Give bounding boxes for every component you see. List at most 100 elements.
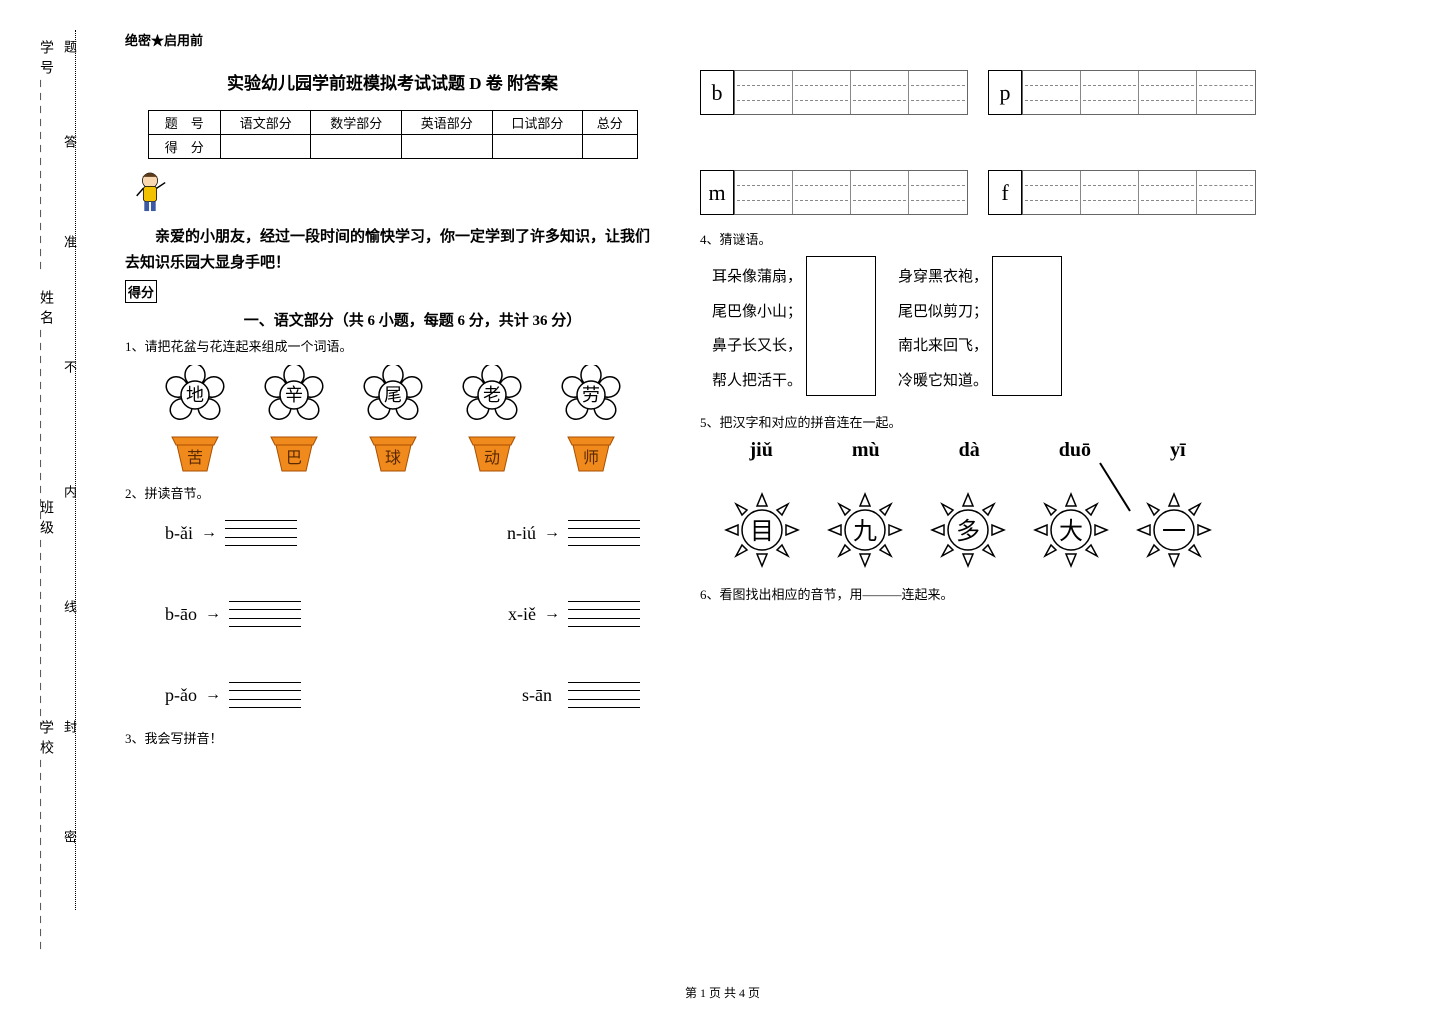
- flower-icon: 地: [165, 365, 225, 425]
- seal-token: 线: [60, 600, 79, 613]
- flower-row: 地 辛 尾 老 劳: [125, 365, 660, 425]
- svg-text:多: 多: [956, 518, 980, 545]
- score-col-header: 数学部分: [311, 111, 402, 135]
- binding-margin: 学号_______________ 姓名_______________ 班级__…: [0, 0, 95, 970]
- flower-icon: 尾: [363, 365, 423, 425]
- question-3: 3、我会写拼音！: [125, 728, 660, 747]
- pinyin-item: s-ān: [522, 682, 640, 708]
- score-col-header: 英语部分: [402, 111, 493, 135]
- page-left-column: 绝密★启用前 实验幼儿园学前班模拟考试试题 D 卷 附答案 题 号 语文部分 数…: [95, 0, 680, 970]
- intro-text: 亲爱的小朋友，经过一段时间的愉快学习，你一定学到了许多知识，让我们去知识乐园大显…: [125, 225, 660, 276]
- page-right-column: b p m: [680, 0, 1265, 970]
- pinyin-grid-unit: m: [700, 170, 968, 215]
- riddle-grid: 耳朵像蒲扇， 尾巴像小山； 鼻子长又长， 帮人把活干。 身穿黑衣袍， 尾巴似剪刀…: [710, 256, 1235, 402]
- riddle-line: 冷暖它知道。: [898, 364, 988, 399]
- riddle-left: 耳朵像蒲扇， 尾巴像小山； 鼻子长又长， 帮人把活干。: [710, 256, 876, 402]
- seal-token: 题: [60, 40, 79, 53]
- svg-text:尾: 尾: [384, 385, 402, 405]
- flower-icon: 老: [462, 365, 522, 425]
- svg-text:动: 动: [483, 449, 499, 467]
- pot-icon: 动: [467, 435, 517, 473]
- side-label-xuehao: 学号_______________: [35, 40, 55, 275]
- flower-icon: 辛: [264, 365, 324, 425]
- seal-token: 封: [60, 720, 79, 733]
- grid-cells: [734, 170, 968, 215]
- pinyin-item: n-iú→: [507, 520, 640, 546]
- pot-icon: 球: [368, 435, 418, 473]
- riddle-answer-box: [806, 256, 876, 396]
- seal-token: 密: [60, 830, 79, 843]
- pinyin-grid-row: m f: [700, 170, 1235, 215]
- four-line-grid: [225, 520, 297, 546]
- score-cell: [220, 135, 311, 159]
- pinyin-text: s-ān: [522, 685, 552, 706]
- pinyin-text: p-ǎo: [165, 685, 197, 706]
- cartoon-child-icon: [131, 169, 169, 217]
- pinyin-item: b-āo→: [165, 601, 301, 627]
- side-label-xingming: 姓名_______________: [35, 290, 55, 525]
- flower-char: 地: [186, 385, 204, 405]
- section-heading: 一、语文部分（共 6 小题，每题 6 分，共计 36 分）: [125, 309, 660, 330]
- sun-icon: 大: [1031, 490, 1111, 570]
- sun-icon: 目: [722, 490, 802, 570]
- intro-text-content: 亲爱的小朋友，经过一段时间的愉快学习，你一定学到了许多知识，让我们去知识乐园大显…: [125, 229, 650, 271]
- pot-icon: 师: [566, 435, 616, 473]
- question-4: 4、猜谜语。: [700, 229, 1235, 248]
- score-col-header: 语文部分: [220, 111, 311, 135]
- score-col-header: 口试部分: [492, 111, 583, 135]
- riddle-line: 耳朵像蒲扇，: [712, 260, 802, 295]
- pinyin-block: b-ǎi→ n-iú→ b-āo→ x-iě→ p-ǎo→ s-ān: [125, 510, 660, 708]
- dotted-seal-line: [75, 30, 76, 910]
- seal-token: 不: [60, 360, 79, 373]
- svg-text:辛: 辛: [285, 385, 303, 405]
- score-cell: [583, 135, 637, 159]
- score-header-row: 题 号 语文部分 数学部分 英语部分 口试部分 总分: [148, 111, 637, 135]
- svg-text:老: 老: [483, 385, 501, 405]
- sun-icon: 多: [928, 490, 1008, 570]
- confidential-header: 绝密★启用前: [125, 30, 660, 49]
- seal-token: 答: [60, 135, 79, 148]
- pinyin-grid-unit: f: [988, 170, 1256, 215]
- riddle-line: 帮人把活干。: [712, 364, 802, 399]
- grid-cells: [1022, 170, 1256, 215]
- grid-cells: [734, 70, 968, 115]
- score-cell: [402, 135, 493, 159]
- score-cell: [311, 135, 402, 159]
- pinyin-item: b-ǎi→: [165, 520, 297, 546]
- four-line-grid: [229, 682, 301, 708]
- grid-letter: m: [700, 170, 734, 215]
- page: 学号_______________ 姓名_______________ 班级__…: [0, 0, 1445, 970]
- svg-text:球: 球: [384, 449, 400, 467]
- riddle-text: 身穿黑衣袍， 尾巴似剪刀； 南北来回飞， 冷暖它知道。: [896, 256, 990, 402]
- pot-row: 苦 巴 球 动 师: [125, 435, 660, 473]
- seal-token: 内: [60, 485, 79, 498]
- riddle-line: 尾巴似剪刀；: [898, 295, 988, 330]
- four-line-grid: [568, 682, 640, 708]
- match-container: jiǔ mù dà duō yī 目 九 多 大 一: [700, 439, 1235, 570]
- grid-cells: [1022, 70, 1256, 115]
- question-2: 2、拼读音节。: [125, 483, 660, 502]
- score-cell: [492, 135, 583, 159]
- exam-title: 实验幼儿园学前班模拟考试试题 D 卷 附答案: [125, 69, 660, 94]
- grid-letter: b: [700, 70, 734, 115]
- seal-token: 准: [60, 235, 79, 248]
- riddle-text: 耳朵像蒲扇， 尾巴像小山； 鼻子长又长， 帮人把活干。: [710, 256, 804, 402]
- pinyin-text: x-iě: [508, 604, 536, 625]
- match-hanzi-row: 目 九 多 大 一: [700, 490, 1235, 570]
- four-line-grid: [568, 601, 640, 627]
- side-label-banji: 班级_______________: [35, 500, 55, 735]
- defen-box: 得分: [125, 280, 157, 303]
- score-row-label: 得 分: [148, 135, 220, 159]
- riddle-answer-box: [992, 256, 1062, 396]
- score-value-row: 得 分: [148, 135, 637, 159]
- sun-icon: 九: [825, 490, 905, 570]
- riddle-right: 身穿黑衣袍， 尾巴似剪刀； 南北来回飞， 冷暖它知道。: [896, 256, 1062, 402]
- svg-text:师: 师: [582, 449, 598, 467]
- svg-text:苦: 苦: [186, 449, 202, 467]
- score-col-header: 题 号: [148, 111, 220, 135]
- pot-icon: 巴: [269, 435, 319, 473]
- question-5: 5、把汉字和对应的拼音连在一起。: [700, 412, 1235, 431]
- pinyin-text: b-ǎi: [165, 523, 193, 544]
- pinyin-item: x-iě→: [508, 601, 640, 627]
- score-table: 题 号 语文部分 数学部分 英语部分 口试部分 总分 得 分: [148, 110, 638, 159]
